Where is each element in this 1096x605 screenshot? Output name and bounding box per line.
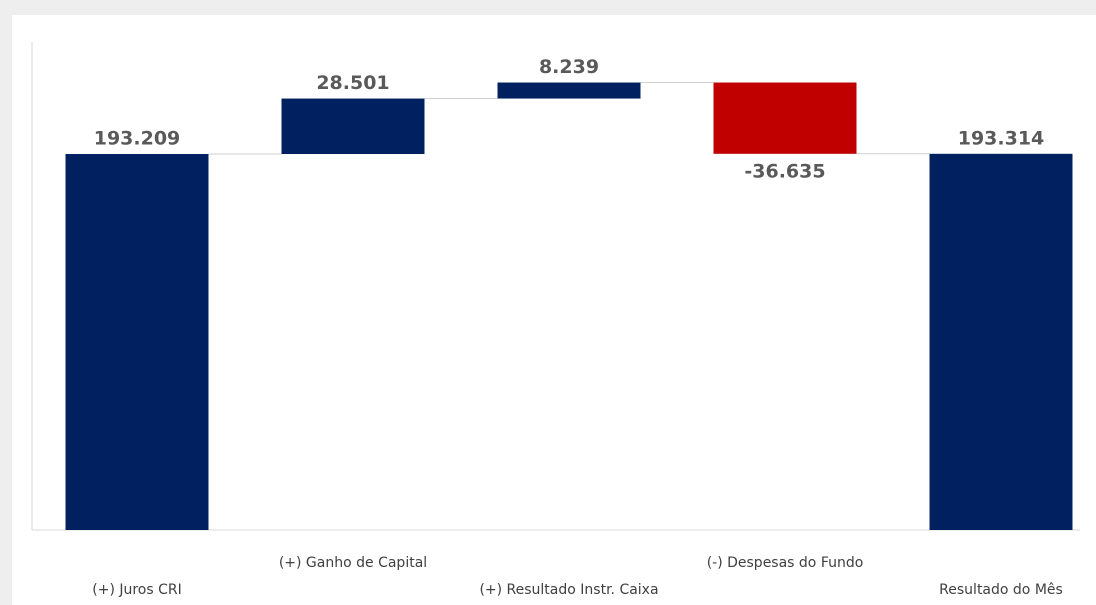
x-tick-label: (+) Juros CRI — [92, 582, 182, 598]
value-label: 193.209 — [94, 128, 181, 150]
bar — [65, 154, 209, 530]
bar — [497, 82, 641, 99]
x-tick-label: Resultado do Mês — [939, 582, 1063, 598]
x-tick-label: (-) Despesas do Fundo — [707, 555, 864, 571]
bar — [281, 98, 425, 155]
bar — [713, 82, 857, 154]
value-label: 28.501 — [316, 72, 389, 94]
x-tick-label: (+) Resultado Instr. Caixa — [479, 582, 658, 598]
value-label: 8.239 — [539, 56, 599, 78]
value-label: 193.314 — [958, 127, 1045, 149]
x-tick-label: (+) Ganho de Capital — [279, 555, 427, 571]
value-label: -36.635 — [744, 160, 825, 182]
bar — [929, 153, 1073, 530]
